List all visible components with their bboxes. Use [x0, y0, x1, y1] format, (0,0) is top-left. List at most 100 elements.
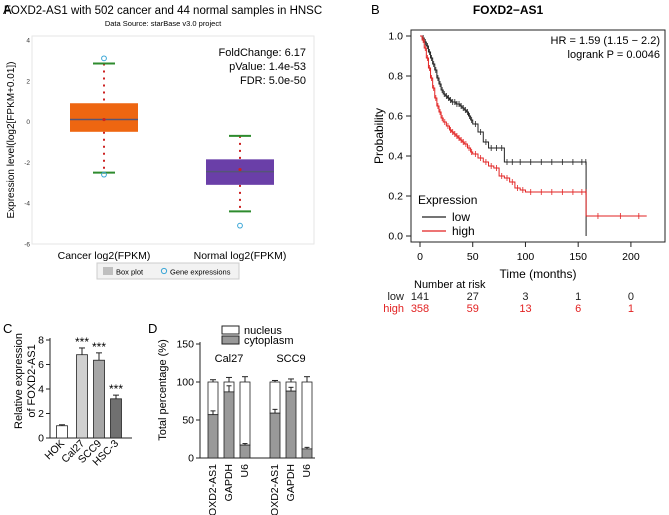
chart-a-boxes [70, 55, 274, 229]
y-tick-label: 6 [38, 359, 44, 371]
chart-a-subtitle: Data Source: starBase v3.0 project [105, 19, 222, 28]
x-tick-label: 200 [622, 251, 640, 263]
panel-d: D Total percentage (%) nucleus cytoplasm… [148, 321, 315, 515]
chart-a-stat-fdr: FDR: 5.0e-50 [240, 75, 306, 87]
bar-cytoplasm-U6 [239, 444, 251, 459]
legend-boxplot-swatch [103, 267, 113, 275]
group-label: SCC9 [276, 353, 305, 365]
chart-c-bars: HOK***Cal27***SCC9***HSC-3 [43, 335, 124, 468]
x-category-label: FOXD2-AS1 [207, 464, 219, 515]
panel-a: A FOXD2-AS1 with 502 cancer and 44 norma… [3, 2, 322, 280]
chart-d-bars: Cal27 FOXD2-AS1 GAPDH U6 SCC9 FOXD2-AS1 GAPDH U… [207, 353, 313, 515]
y-tick-label: 4 [26, 38, 30, 45]
legend-nucleus-swatch [221, 325, 240, 335]
risk-value-low: 141 [411, 291, 429, 303]
chart-a-y-axis: 4 2 0 -2 -4 -6 [24, 38, 30, 249]
chart-d-legend: nucleus cytoplasm [221, 325, 294, 347]
x-tick-label: 0 [417, 251, 423, 263]
risk-value-low: 27 [467, 291, 479, 303]
x-category-label: Normal log2(FPKM) [194, 250, 287, 262]
y-tick-label: 0.4 [388, 151, 403, 163]
outlier-point [237, 222, 243, 229]
chart-a-x-labels: Cancer log2(FPKM) Normal log2(FPKM) [58, 250, 287, 262]
chart-b-legend: Expression low high [418, 193, 477, 238]
chart-c-ylabel-line1: Relative expression [13, 333, 25, 429]
y-tick-label: -2 [24, 160, 30, 167]
x-category-label: GAPDH [285, 464, 297, 501]
y-tick-label: 0 [38, 433, 44, 445]
bar-nucleus-FOXD2-AS1 [207, 381, 219, 416]
legend-gene-expr-marker [160, 267, 168, 275]
risk-value-high: 59 [467, 303, 479, 315]
y-tick-label: 100 [176, 377, 194, 389]
panel-c: C Relative expression of FOXD2-AS1 0 2 4 6 8… [3, 321, 132, 468]
y-tick-label: 2 [26, 78, 30, 85]
chart-b-title: FOXD2−AS1 [473, 3, 544, 17]
y-tick-label: 0 [26, 119, 30, 126]
risk-value-low: 0 [628, 291, 634, 303]
bar-cytoplasm-U6 [301, 448, 313, 459]
legend-low-label: low [452, 210, 470, 224]
x-category-label: Cancer log2(FPKM) [58, 250, 151, 262]
risk-value-high: 6 [575, 303, 581, 315]
outlier-point [101, 55, 107, 62]
bar-nucleus-U6 [239, 381, 251, 446]
chart-b-axes: 0.0 0.2 0.4 0.6 0.8 1.0 0 50 100 150 200 [388, 31, 639, 264]
panel-letter-a: A [3, 2, 12, 17]
legend-gene-expr-label: Gene expressions [170, 268, 231, 277]
x-category-label: U6 [301, 464, 313, 478]
chart-a-stat-pvalue: pValue: 1.4e-53 [229, 61, 306, 73]
chart-a-stat-foldchange: FoldChange: 6.17 [219, 47, 306, 59]
chart-c-ylabel-line2: of FOXD2-AS1 [26, 344, 38, 417]
legend-box [96, 262, 240, 280]
bar-Cal27 [76, 354, 88, 439]
significance-label: *** [109, 382, 123, 396]
y-tick-label: -4 [24, 201, 30, 208]
bar-cytoplasm-FOXD2-AS1 [207, 414, 219, 459]
legend-boxplot-label: Box plot [116, 268, 144, 277]
chart-b-legend-title: Expression [418, 193, 477, 207]
km-curve-high [420, 35, 647, 217]
chart-b-xlabel: Time (months) [500, 267, 577, 281]
chart-d-ylabel: Total percentage (%) [157, 339, 169, 441]
panel-b: B FOXD2−AS1 Probability Time (months) 0.… [371, 2, 666, 315]
legend-high-label: high [452, 224, 475, 238]
legend-nucleus-label: nucleus [244, 325, 282, 337]
risk-row-high-label: high [383, 303, 404, 315]
y-tick-label: -6 [24, 242, 30, 249]
risk-value-low: 3 [522, 291, 528, 303]
group-label: Cal27 [215, 353, 244, 365]
y-tick-label: 4 [38, 384, 44, 396]
chart-b-hr: HR = 1.59 (1.15 − 2.2) [551, 35, 660, 47]
bar-nucleus-U6 [301, 381, 313, 450]
y-tick-label: 0 [188, 453, 194, 465]
bar-HOK [56, 425, 68, 439]
y-tick-label: 0.2 [388, 191, 403, 203]
box [70, 103, 138, 132]
chart-b-frame [410, 29, 666, 243]
x-category-label: FOXD2-AS1 [269, 464, 281, 515]
panel-letter-d: D [148, 321, 157, 336]
x-tick-label: 100 [517, 251, 535, 263]
bar-cytoplasm-GAPDH [285, 390, 297, 459]
x-category-label: U6 [239, 464, 251, 478]
bar-cytoplasm-GAPDH [223, 391, 235, 459]
y-tick-label: 0.6 [388, 111, 403, 123]
bar-HSC-3 [110, 398, 122, 439]
mean-marker [102, 117, 106, 122]
risk-table-label: Number at risk [414, 279, 486, 291]
chart-a-legend: Box plot Gene expressions [96, 262, 240, 280]
y-tick-label: 0.8 [388, 71, 403, 83]
bar-nucleus-FOXD2-AS1 [269, 381, 281, 414]
panel-letter-b: B [371, 2, 380, 17]
y-tick-label: 2 [38, 408, 44, 420]
y-tick-label: 0.0 [388, 231, 403, 243]
risk-value-high: 1 [628, 303, 634, 315]
y-tick-label: 50 [182, 415, 194, 427]
y-tick-label: 150 [176, 339, 194, 351]
bar-SCC9 [93, 359, 105, 439]
risk-value-high: 13 [519, 303, 531, 315]
